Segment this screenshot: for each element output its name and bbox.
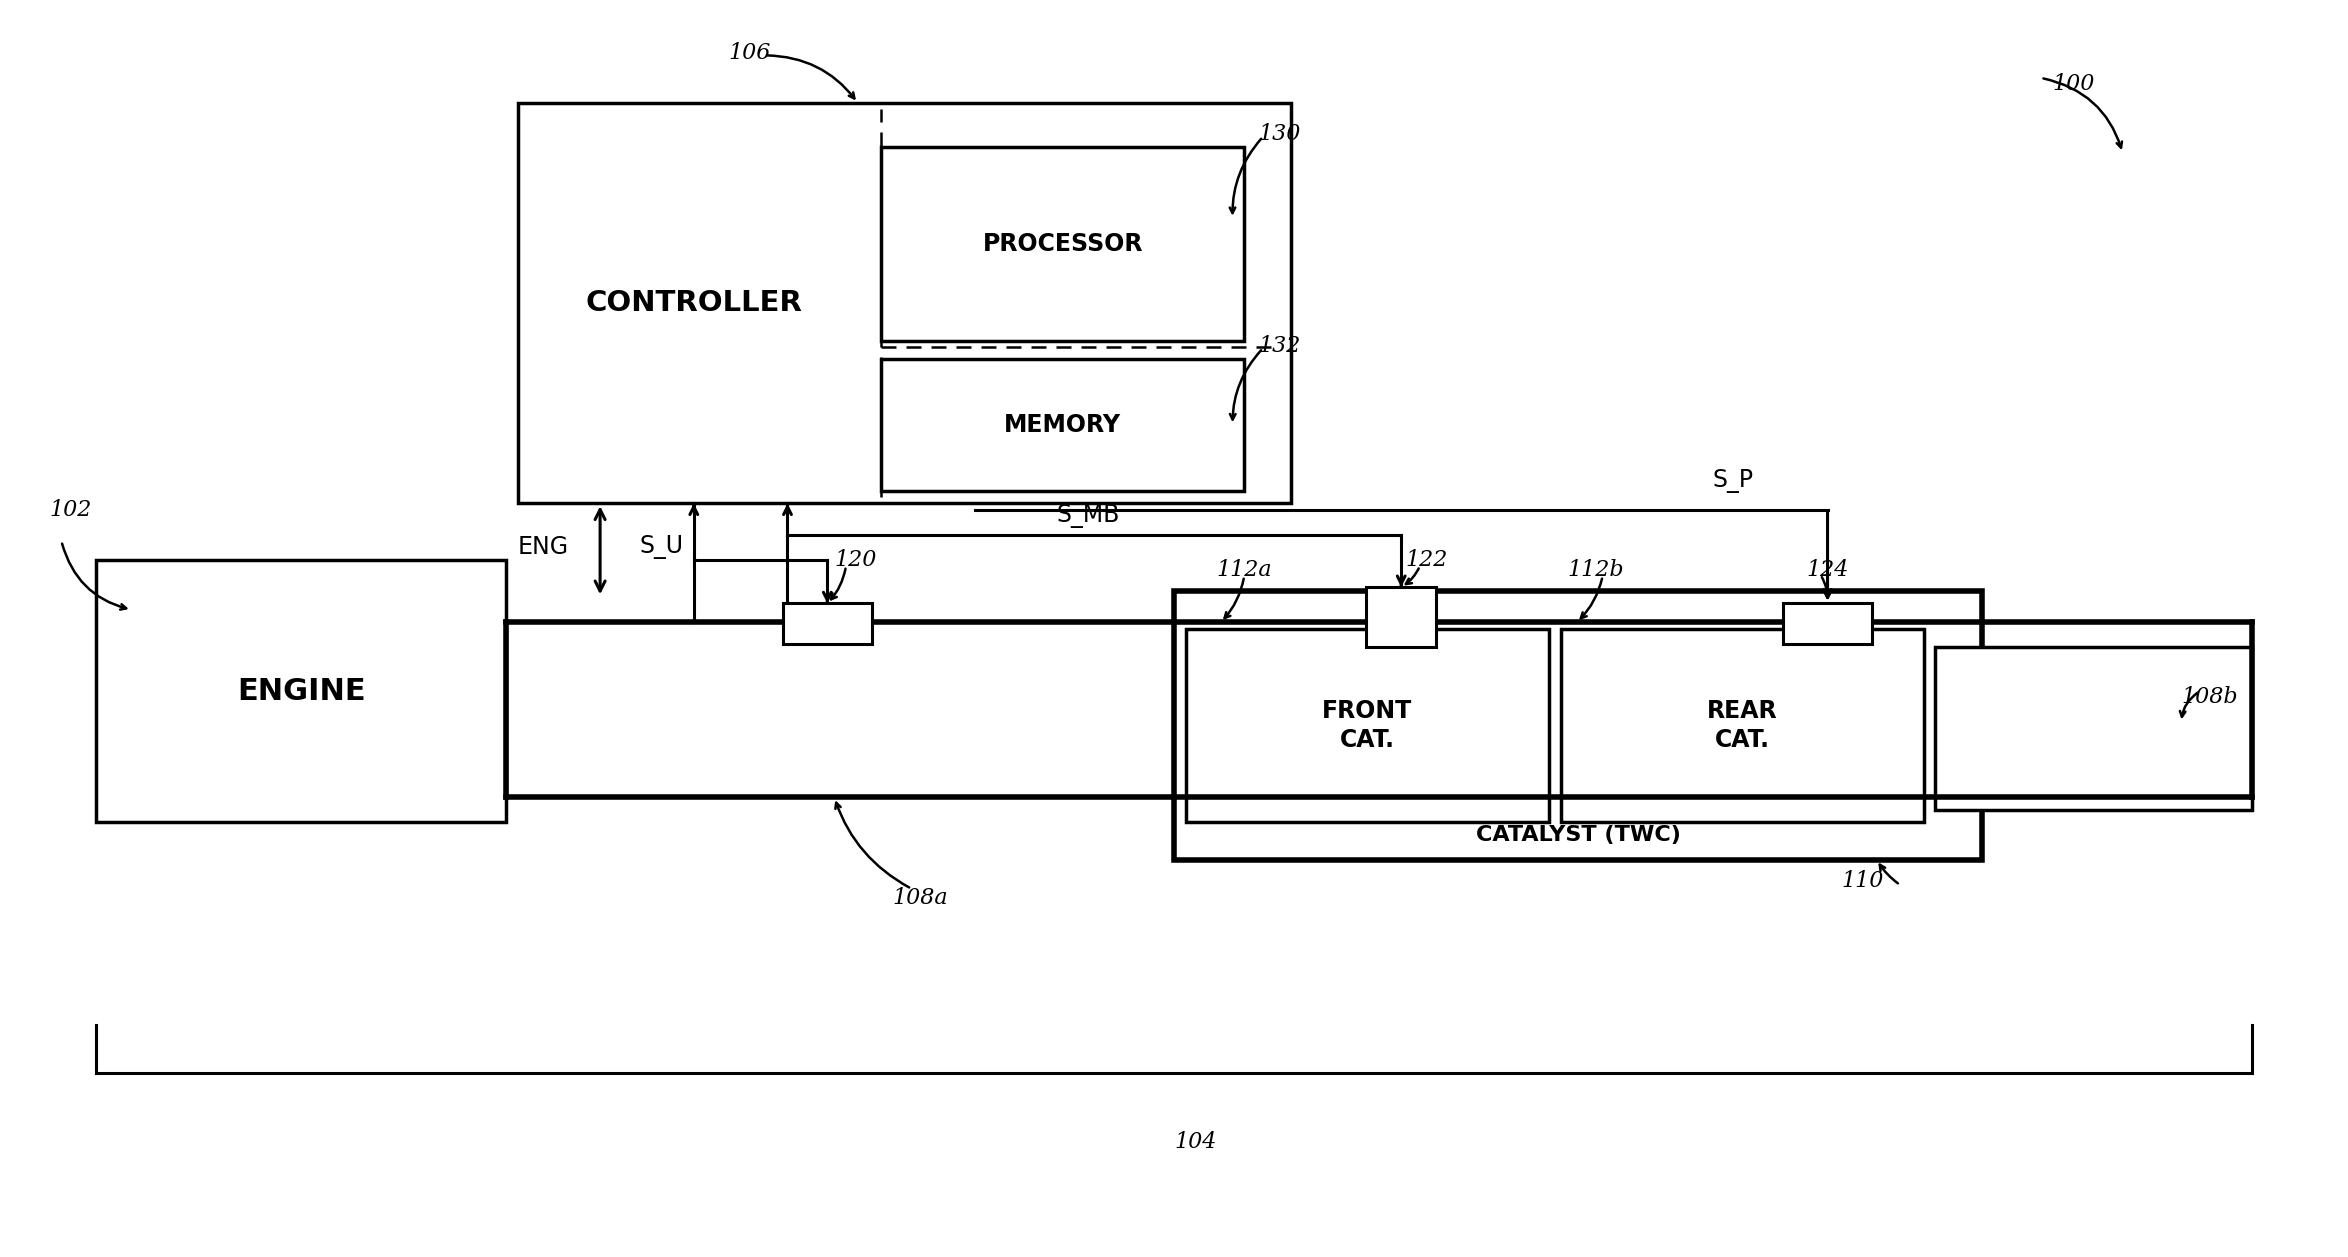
Text: 112a: 112a [1216, 558, 1273, 581]
Bar [880, 360, 1244, 490]
Text: 120: 120 [834, 548, 876, 571]
Text: 112b: 112b [1568, 558, 1625, 581]
Text: FRONT
CAT.: FRONT CAT. [1322, 699, 1413, 753]
Text: S_MB: S_MB [1057, 504, 1120, 528]
Text: 132: 132 [1259, 334, 1301, 357]
Text: 102: 102 [49, 499, 92, 520]
Bar [1935, 647, 2252, 810]
Text: 100: 100 [2052, 73, 2094, 96]
Bar [880, 147, 1244, 341]
Text: 108b: 108b [2181, 686, 2238, 709]
Bar [519, 103, 1291, 503]
Text: S_U: S_U [641, 535, 683, 559]
Text: REAR
CAT.: REAR CAT. [1707, 699, 1777, 753]
Text: 124: 124 [1806, 558, 1848, 581]
Text: ENGINE: ENGINE [237, 676, 366, 705]
Text: 104: 104 [1174, 1130, 1216, 1153]
Text: ENG: ENG [519, 535, 568, 559]
Text: MEMORY: MEMORY [1005, 414, 1122, 437]
Text: PROCESSOR: PROCESSOR [981, 231, 1143, 255]
Text: 122: 122 [1406, 548, 1449, 571]
Bar [1782, 603, 1871, 644]
Text: 106: 106 [728, 41, 770, 64]
Bar [1186, 628, 1550, 822]
Text: CONTROLLER: CONTROLLER [585, 289, 803, 317]
Text: 130: 130 [1259, 123, 1301, 145]
Text: 110: 110 [1841, 870, 1883, 892]
Bar [1174, 591, 1982, 860]
Text: 108a: 108a [892, 886, 949, 909]
Bar [1367, 587, 1437, 647]
Bar [96, 559, 507, 822]
Text: CATALYST (TWC): CATALYST (TWC) [1475, 825, 1681, 845]
Bar [1561, 628, 1923, 822]
Text: S_P: S_P [1712, 469, 1754, 493]
Bar [782, 603, 871, 644]
